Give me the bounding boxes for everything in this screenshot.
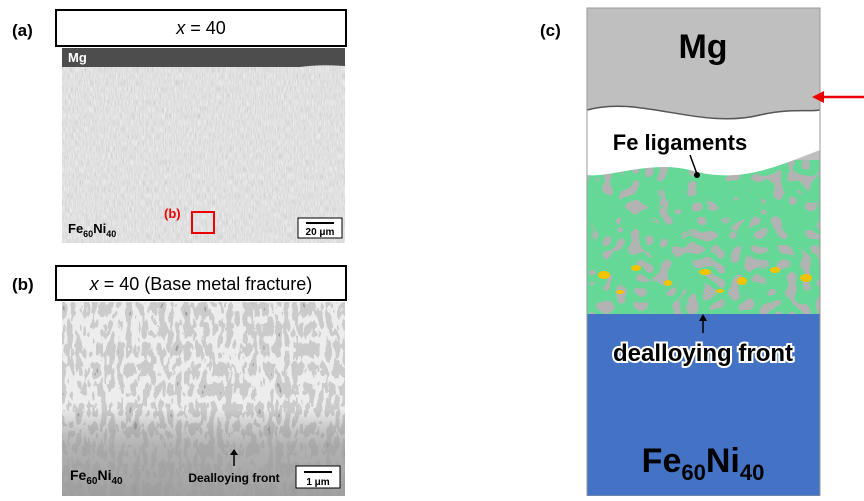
figure: (a) x = 40 Mg Fe60Ni40 (b) 20 μm (b) x =… xyxy=(0,0,864,496)
subscript: 40 xyxy=(111,476,123,487)
layer-label: Mg xyxy=(678,28,727,66)
panel-label: (b) xyxy=(12,275,34,294)
header: x = 40 (Base metal fracture) xyxy=(89,274,313,294)
element: Ni xyxy=(93,221,106,236)
mg-layer xyxy=(62,48,345,67)
layer-label: Mg xyxy=(68,50,87,65)
annotation: Dealloying front xyxy=(188,471,279,485)
pointer-dot xyxy=(694,172,700,178)
element: Fe xyxy=(70,467,87,483)
header: x = 40 xyxy=(175,18,226,38)
panel-label: (a) xyxy=(12,21,33,40)
subscript: 60 xyxy=(83,229,93,239)
panel-label: (c) xyxy=(540,21,561,40)
subscript: 40 xyxy=(106,229,116,239)
subscript: 40 xyxy=(740,460,764,485)
sem-image xyxy=(62,48,345,243)
element: Ni xyxy=(97,467,111,483)
front-label: dealloying front xyxy=(613,340,793,367)
ligament-label: Fe ligaments xyxy=(613,130,747,155)
subscript: 60 xyxy=(681,460,705,485)
scale-label: 20 μm xyxy=(306,227,335,238)
header-rest: = 40 (Base metal fracture) xyxy=(99,274,313,294)
element: Ni xyxy=(706,442,740,480)
scale-label: 1 μm xyxy=(306,477,329,488)
subscript: 60 xyxy=(86,476,98,487)
element: Fe xyxy=(68,221,83,236)
element: Fe xyxy=(642,442,682,480)
header-rest: = 40 xyxy=(185,18,226,38)
inset-label: (b) xyxy=(164,206,181,221)
